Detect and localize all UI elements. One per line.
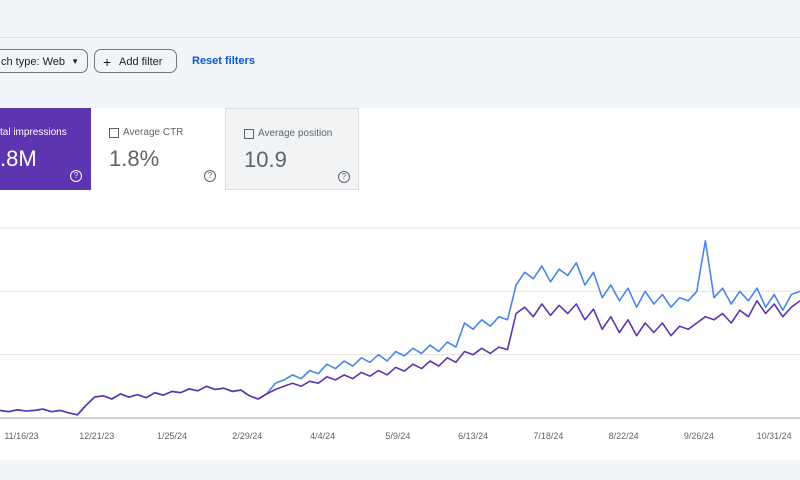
- metric-label: Average CTR: [123, 127, 184, 138]
- metric-label: tal impressions: [0, 127, 67, 138]
- help-icon[interactable]: ?: [204, 170, 216, 182]
- x-tick-label: 10/31/24: [757, 431, 792, 441]
- metric-card[interactable]: tal impressions .8M ?: [0, 108, 91, 190]
- search-type-chip[interactable]: ch type: Web ▼: [0, 49, 88, 73]
- help-icon[interactable]: ?: [70, 170, 82, 182]
- metric-card[interactable]: Average position 10.9 ?: [225, 108, 359, 190]
- checkbox[interactable]: [109, 128, 119, 138]
- x-tick-label: 1/25/24: [157, 431, 187, 441]
- metric-value: 1.8%: [109, 146, 160, 171]
- reset-filters[interactable]: Reset filters: [192, 55, 255, 67]
- series-line: [0, 239, 800, 416]
- x-tick-label: 12/21/23: [79, 431, 114, 441]
- add-filter-chip[interactable]: + Add filter: [94, 49, 177, 73]
- top-bar: [0, 0, 800, 38]
- x-tick-label: 2/29/24: [232, 431, 262, 441]
- help-icon[interactable]: ?: [338, 171, 350, 183]
- x-tick-label: 4/4/24: [310, 431, 335, 441]
- metric-card[interactable]: Average CTR 1.8% ?: [91, 108, 225, 190]
- x-tick-label: 5/9/24: [385, 431, 410, 441]
- metric-value: .8M: [0, 146, 37, 171]
- x-tick-label: 9/26/24: [684, 431, 714, 441]
- x-tick-label: 7/18/24: [533, 431, 563, 441]
- metric-label: Average position: [258, 128, 333, 139]
- x-tick-label: 11/16/23: [4, 431, 38, 441]
- series-line: [0, 300, 800, 416]
- chip-label: ch type: Web: [1, 56, 65, 68]
- checkbox[interactable]: [244, 129, 254, 139]
- metric-value: 10.9: [244, 147, 287, 172]
- chip-label: Add filter: [119, 56, 163, 68]
- x-tick-label: 6/13/24: [458, 431, 488, 441]
- x-tick-label: 8/22/24: [609, 431, 639, 441]
